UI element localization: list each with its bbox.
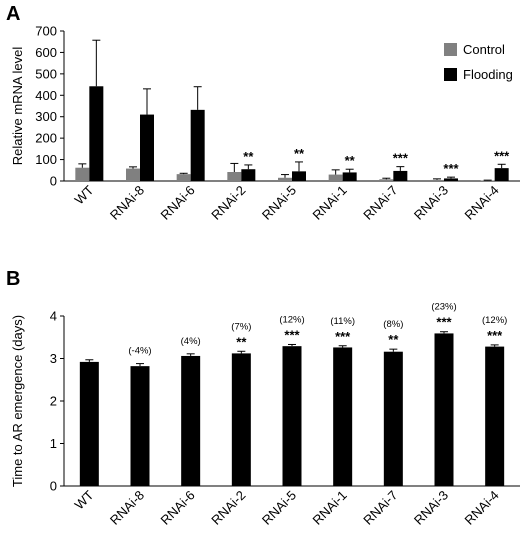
- category-label-a: RNAi-2: [208, 183, 248, 223]
- category-label-b: RNAi-2: [208, 488, 248, 528]
- y-tick-label-b: 2: [50, 394, 57, 409]
- legend-swatch-control: [444, 43, 457, 56]
- percent-label-b: (7%): [231, 321, 251, 332]
- y-tick-label-a: 100: [35, 152, 57, 167]
- bar-control: [126, 168, 140, 181]
- y-tick-label-a: 500: [35, 66, 57, 81]
- category-label-b: RNAi-5: [259, 488, 299, 528]
- bar-b: [130, 366, 150, 486]
- category-label-b: RNAi-1: [310, 488, 350, 528]
- y-tick-label-a: 0: [50, 174, 57, 189]
- significance-marker-b: ***: [436, 315, 452, 330]
- y-tick-label-a: 300: [35, 109, 57, 124]
- significance-marker-b: ***: [335, 329, 351, 344]
- bar-flooding: [89, 86, 104, 181]
- y-tick-label-a: 200: [35, 131, 57, 146]
- bar-control: [227, 172, 242, 181]
- bar-flooding: [342, 172, 357, 181]
- category-label-b: RNAi-8: [107, 488, 147, 528]
- significance-marker-b: ***: [284, 327, 300, 342]
- category-label-b: RNAi-3: [411, 488, 451, 528]
- bar-flooding: [494, 168, 509, 181]
- y-tick-label-b: 0: [50, 479, 57, 494]
- y-tick-label-a: 700: [35, 24, 57, 39]
- bar-b: [485, 346, 505, 486]
- bar-flooding: [241, 169, 256, 181]
- bar-control: [75, 167, 90, 181]
- bar-b: [434, 333, 454, 486]
- panel-label-a: A: [6, 3, 20, 25]
- category-label-b: RNAi-4: [462, 488, 502, 528]
- category-label-b: RNAi-6: [158, 488, 198, 528]
- y-tick-label-b: 1: [50, 436, 57, 451]
- bar-b: [79, 361, 99, 486]
- category-label-b: RNAi-7: [360, 488, 400, 528]
- bar-flooding: [393, 170, 408, 181]
- significance-marker-b: ***: [487, 328, 503, 343]
- panel-b-chart: 0 1 2 3 4 Time to AR emergence (days) WT (-4%) R…: [10, 302, 520, 528]
- bar-control: [328, 174, 343, 181]
- y-axis-title-a: Relative mRNA level: [10, 47, 25, 166]
- percent-label-b: (23%): [431, 302, 456, 313]
- percent-label-b: (4%): [181, 336, 201, 347]
- category-label-b: WT: [72, 487, 97, 512]
- significance-marker-a: ***: [393, 151, 409, 166]
- significance-marker-a: **: [345, 153, 356, 168]
- significance-marker-a: ***: [494, 148, 510, 163]
- bar-control: [176, 174, 191, 181]
- bar-control: [430, 179, 444, 181]
- legend-label-control: Control: [463, 42, 505, 57]
- category-label-a: RNAi-4: [462, 183, 502, 223]
- category-label-a: WT: [72, 182, 97, 207]
- significance-marker-a: **: [294, 146, 305, 161]
- category-label-a: RNAi-6: [158, 183, 198, 223]
- significance-marker-a: **: [243, 149, 254, 164]
- bar-b: [333, 347, 353, 486]
- category-label-a: RNAi-5: [259, 183, 299, 223]
- significance-marker-b: **: [388, 332, 399, 347]
- significance-marker-a: ***: [443, 161, 459, 176]
- y-tick-label-a: 400: [35, 88, 57, 103]
- y-tick-label-b: 3: [50, 351, 57, 366]
- percent-label-b: (12%): [482, 315, 507, 326]
- percent-label-b: (-4%): [128, 346, 151, 357]
- bar-flooding: [444, 178, 458, 181]
- legend-label-flooding: Flooding: [463, 67, 513, 82]
- category-label-a: RNAi-1: [310, 183, 350, 223]
- significance-marker-b: **: [236, 334, 247, 349]
- panel-label-b: B: [6, 268, 20, 290]
- category-label-a: RNAi-3: [411, 183, 451, 223]
- percent-label-b: (12%): [279, 314, 304, 325]
- panel-a-chart: 0 100 200 300 400 500 600 700 Relative mRNA leve…: [10, 24, 520, 223]
- bar-b: [231, 353, 251, 486]
- legend-a: Control Flooding: [444, 42, 513, 82]
- category-label-a: RNAi-8: [107, 183, 147, 223]
- percent-label-b: (11%): [330, 316, 355, 327]
- bar-flooding: [140, 114, 154, 181]
- y-axis-title-b: Time to AR emergence (days): [10, 315, 25, 487]
- bar-control: [278, 177, 292, 181]
- y-tick-label-a: 600: [35, 45, 57, 60]
- category-label-a: RNAi-7: [360, 183, 400, 223]
- percent-label-b: (8%): [383, 319, 403, 330]
- bar-b: [282, 346, 302, 486]
- bar-flooding: [190, 109, 205, 181]
- bar-control: [379, 179, 394, 181]
- legend-swatch-flooding: [444, 68, 457, 81]
- bar-b: [181, 355, 201, 486]
- y-tick-label-b: 4: [50, 309, 57, 324]
- bar-flooding: [292, 171, 306, 181]
- bar-b: [383, 351, 403, 486]
